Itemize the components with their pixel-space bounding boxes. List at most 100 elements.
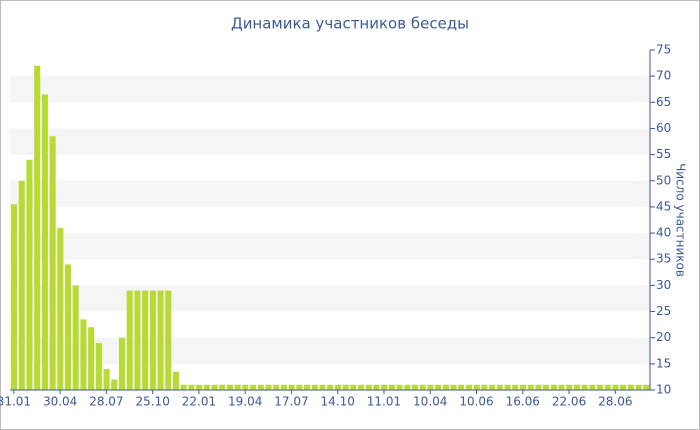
- bar: [95, 342, 102, 390]
- bar: [149, 290, 156, 390]
- bar: [373, 384, 380, 390]
- bar: [458, 384, 465, 390]
- bar: [643, 384, 650, 390]
- bar: [519, 384, 527, 390]
- y-tick-label: 40: [656, 226, 671, 240]
- grid-band: [10, 285, 650, 312]
- y-tick-label: 75: [656, 43, 671, 57]
- y-tick-label: 15: [656, 356, 671, 370]
- bar: [620, 384, 627, 390]
- y-tick-label: 10: [656, 383, 671, 397]
- y-axis-label: Число участников: [674, 163, 688, 277]
- bar: [465, 384, 473, 390]
- bar: [365, 384, 372, 390]
- bar: [142, 290, 149, 390]
- y-tick-label: 25: [656, 304, 671, 318]
- bar: [442, 384, 449, 390]
- bar: [504, 384, 511, 390]
- grid-band: [10, 337, 650, 364]
- grid-band: [10, 76, 650, 103]
- bar: [111, 379, 118, 390]
- bar: [103, 369, 110, 390]
- bar: [419, 384, 426, 390]
- bar: [334, 384, 341, 390]
- bar: [257, 384, 264, 390]
- bar: [64, 264, 72, 390]
- x-tick-label: 25.10: [135, 395, 169, 409]
- bar: [543, 384, 550, 390]
- bar: [234, 384, 241, 390]
- bar: [635, 384, 642, 390]
- bar: [157, 290, 164, 390]
- x-tick-label: 30.04: [43, 395, 77, 409]
- bar: [327, 384, 334, 390]
- x-tick-label: 17.07: [274, 395, 308, 409]
- bar: [558, 384, 565, 390]
- bar: [550, 384, 557, 390]
- grid-band: [10, 233, 650, 260]
- bar: [357, 384, 365, 390]
- y-tick-label: 30: [656, 278, 671, 292]
- grid-band: [10, 180, 650, 207]
- bar: [535, 384, 542, 390]
- bar: [296, 384, 303, 390]
- bar: [34, 65, 41, 390]
- bar: [250, 384, 257, 390]
- y-tick-label: 45: [656, 199, 671, 213]
- x-tick-label: 10.04: [413, 395, 447, 409]
- bar: [288, 384, 295, 390]
- bar: [427, 384, 434, 390]
- bar: [72, 285, 79, 390]
- bar: [280, 384, 287, 390]
- bar: [188, 384, 195, 390]
- bar: [11, 204, 18, 390]
- y-tick-label: 60: [656, 121, 671, 135]
- x-tick-label: 22.01: [182, 395, 216, 409]
- bar: [566, 384, 573, 390]
- bar: [411, 384, 419, 390]
- y-tick-label: 70: [656, 69, 671, 83]
- bar: [342, 384, 349, 390]
- bar: [435, 384, 442, 390]
- bar: [450, 384, 457, 390]
- y-tick-label: 50: [656, 173, 671, 187]
- x-tick-label: 11.01: [367, 395, 401, 409]
- bar: [49, 136, 56, 390]
- bar: [26, 159, 33, 390]
- x-tick-label: 31.01: [0, 395, 31, 409]
- bar: [242, 384, 249, 390]
- bar: [473, 384, 480, 390]
- bar: [18, 180, 25, 390]
- bar: [203, 384, 210, 390]
- bar: [273, 384, 280, 390]
- bar: [211, 384, 218, 390]
- y-tick-label: 65: [656, 95, 671, 109]
- x-tick-label: 22.06: [552, 395, 586, 409]
- x-tick-label: 28.06: [598, 395, 632, 409]
- x-tick-label: 19.04: [228, 395, 262, 409]
- y-tick-label: 55: [656, 147, 671, 161]
- bar: [350, 384, 357, 390]
- bar: [381, 384, 388, 390]
- bar: [118, 337, 126, 390]
- bar: [126, 290, 133, 390]
- bar: [319, 384, 326, 390]
- grid-band: [10, 128, 650, 155]
- bar: [597, 384, 604, 390]
- x-tick-label: 14.10: [321, 395, 355, 409]
- bar: [219, 384, 226, 390]
- bar: [388, 384, 395, 390]
- y-tick-label: 20: [656, 330, 671, 344]
- y-tick-label: 35: [656, 252, 671, 266]
- x-tick-label: 28.07: [89, 395, 123, 409]
- chart-title: Динамика участников беседы: [231, 15, 469, 33]
- bar: [80, 319, 87, 390]
- bar: [41, 94, 48, 390]
- x-tick-label: 10.06: [459, 395, 493, 409]
- bar: [88, 327, 95, 390]
- bar: [573, 384, 581, 390]
- bar: [527, 384, 534, 390]
- bar: [627, 384, 634, 390]
